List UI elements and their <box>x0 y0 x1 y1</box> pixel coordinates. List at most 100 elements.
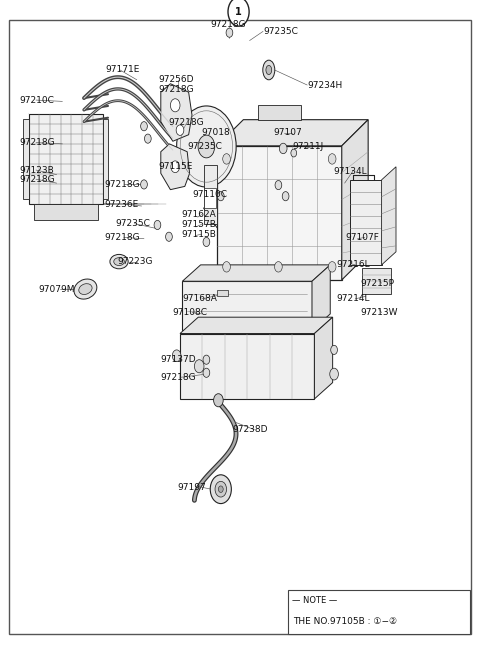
Circle shape <box>282 192 289 201</box>
Circle shape <box>328 262 336 272</box>
Text: 97218G: 97218G <box>168 118 204 128</box>
Text: 97218G: 97218G <box>161 373 196 382</box>
Bar <box>288 590 470 634</box>
Bar <box>258 105 301 120</box>
Bar <box>217 290 228 296</box>
Bar <box>204 165 217 224</box>
Text: 97123B: 97123B <box>19 165 54 175</box>
Circle shape <box>141 180 147 189</box>
Text: 97218G: 97218G <box>210 20 246 29</box>
Polygon shape <box>312 265 330 330</box>
Circle shape <box>328 154 336 164</box>
Circle shape <box>203 355 210 364</box>
Text: THE NO.97105B : ①−②: THE NO.97105B : ①−② <box>293 617 397 626</box>
Text: 97238D: 97238D <box>233 425 268 434</box>
Bar <box>23 119 29 199</box>
Ellipse shape <box>114 258 124 266</box>
Text: 97211J: 97211J <box>293 142 324 151</box>
Text: 97108C: 97108C <box>173 308 208 317</box>
Circle shape <box>275 262 282 272</box>
Ellipse shape <box>74 279 97 299</box>
Circle shape <box>166 232 172 241</box>
Polygon shape <box>182 265 330 281</box>
Text: 97256D: 97256D <box>158 75 194 84</box>
Text: 97234H: 97234H <box>307 80 342 90</box>
Polygon shape <box>314 317 333 399</box>
Polygon shape <box>342 120 368 280</box>
Polygon shape <box>217 120 368 146</box>
Polygon shape <box>180 317 333 334</box>
Polygon shape <box>161 84 192 141</box>
Circle shape <box>172 350 181 362</box>
Polygon shape <box>382 167 396 265</box>
Text: 97171E: 97171E <box>106 65 140 75</box>
Text: 97218G: 97218G <box>19 138 55 147</box>
Text: 97079M: 97079M <box>38 284 75 294</box>
Circle shape <box>331 345 337 354</box>
Ellipse shape <box>266 65 272 75</box>
Text: 97137D: 97137D <box>161 354 196 364</box>
Bar <box>182 281 312 330</box>
Text: 97235C: 97235C <box>115 219 150 228</box>
Bar <box>350 180 382 265</box>
Circle shape <box>279 143 287 154</box>
Text: 97157B: 97157B <box>181 220 216 229</box>
Text: 97107: 97107 <box>274 128 302 137</box>
Ellipse shape <box>79 284 92 294</box>
Circle shape <box>176 125 184 135</box>
Text: 1: 1 <box>235 7 242 17</box>
Circle shape <box>228 0 249 26</box>
Bar <box>29 114 103 204</box>
Circle shape <box>214 394 223 407</box>
Text: 97216L: 97216L <box>336 260 370 269</box>
Bar <box>204 188 216 208</box>
Ellipse shape <box>110 254 128 269</box>
Circle shape <box>218 486 223 492</box>
Circle shape <box>291 149 297 157</box>
Circle shape <box>203 368 210 377</box>
Text: 97110C: 97110C <box>192 190 227 199</box>
Text: 97107F: 97107F <box>346 233 380 242</box>
Text: 97115E: 97115E <box>158 162 193 171</box>
Circle shape <box>215 481 227 497</box>
Circle shape <box>210 475 231 504</box>
Text: 97213W: 97213W <box>360 308 397 317</box>
Text: 97197: 97197 <box>178 483 206 492</box>
Circle shape <box>223 262 230 272</box>
Text: 97218G: 97218G <box>19 175 55 184</box>
Text: 97218G: 97218G <box>105 180 140 189</box>
Circle shape <box>170 99 180 112</box>
Circle shape <box>330 368 338 380</box>
Circle shape <box>217 192 224 201</box>
Text: 97210C: 97210C <box>19 95 54 105</box>
Bar <box>362 268 391 294</box>
Text: 97018: 97018 <box>202 128 230 137</box>
Circle shape <box>223 154 230 164</box>
Text: 97235C: 97235C <box>187 142 222 151</box>
Circle shape <box>144 134 151 143</box>
Text: 97223G: 97223G <box>118 257 153 266</box>
Circle shape <box>203 237 210 247</box>
Text: 97134L: 97134L <box>334 167 367 176</box>
Circle shape <box>226 28 233 37</box>
Text: 97168A: 97168A <box>182 294 217 303</box>
Circle shape <box>154 220 161 230</box>
Circle shape <box>194 360 204 373</box>
Bar <box>180 334 314 399</box>
Circle shape <box>171 161 180 173</box>
Circle shape <box>275 181 282 190</box>
Text: 97115B: 97115B <box>181 230 216 239</box>
Text: 97218G: 97218G <box>158 85 194 94</box>
Text: — NOTE —: — NOTE — <box>292 596 337 605</box>
Text: 97218G: 97218G <box>105 233 140 242</box>
Bar <box>217 146 342 280</box>
Bar <box>103 119 108 199</box>
Text: 97215P: 97215P <box>360 279 394 288</box>
Text: 97236E: 97236E <box>105 199 139 209</box>
Text: 97235C: 97235C <box>263 27 298 36</box>
Text: 97214L: 97214L <box>336 294 370 303</box>
Circle shape <box>198 135 215 158</box>
Ellipse shape <box>263 60 275 80</box>
Circle shape <box>177 106 236 187</box>
Circle shape <box>141 122 147 131</box>
